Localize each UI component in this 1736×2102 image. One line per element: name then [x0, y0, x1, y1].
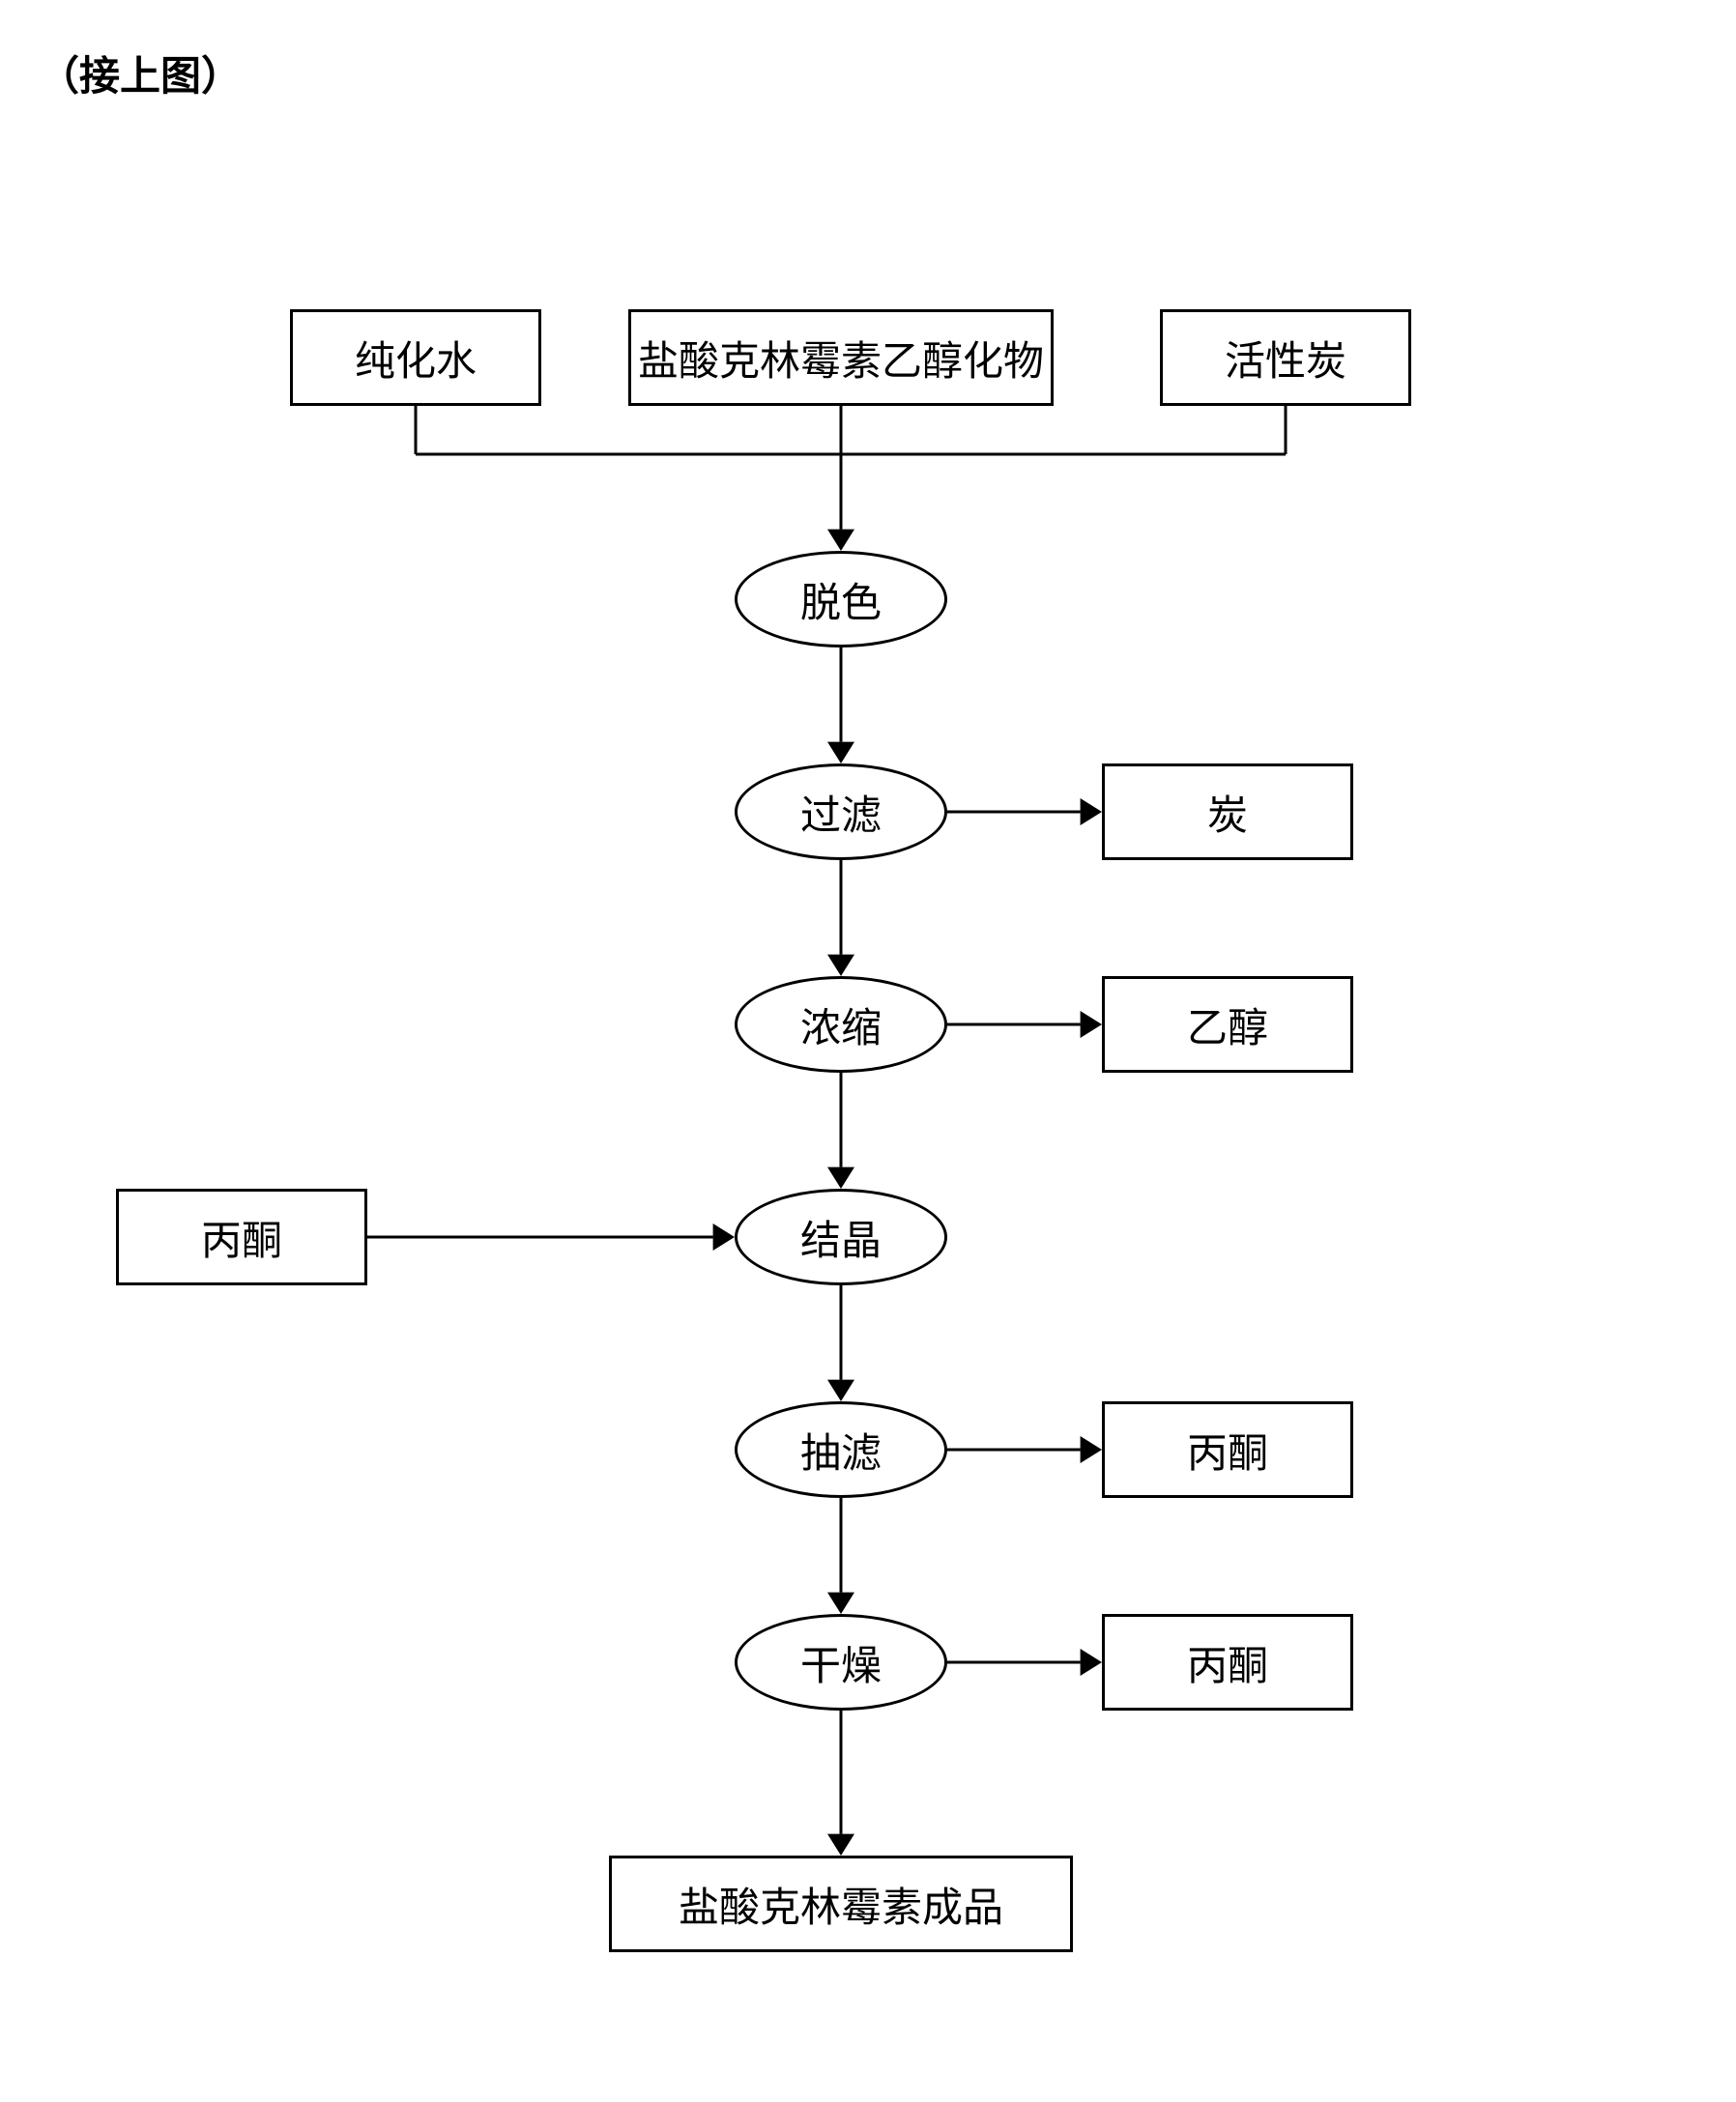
step-suction: 抽滤 [735, 1401, 947, 1498]
step-crystallize: 结晶 [735, 1189, 947, 1285]
input-acetone: 丙酮 [116, 1189, 367, 1285]
output-carbon: 炭 [1102, 763, 1353, 860]
continuation-header: （接上图） [39, 43, 242, 102]
input-ethanolate: 盐酸克林霉素乙醇化物 [628, 309, 1054, 406]
output-acetone1: 丙酮 [1102, 1401, 1353, 1498]
output-product: 盐酸克林霉素成品 [609, 1856, 1073, 1952]
flowchart-container: （接上图） 纯化水 盐酸克林霉素乙醇化物 活性炭 脱色 过滤 浓缩 结晶 抽滤 … [0, 0, 1736, 2102]
output-acetone2: 丙酮 [1102, 1614, 1353, 1711]
step-filter: 过滤 [735, 763, 947, 860]
step-dry: 干燥 [735, 1614, 947, 1711]
step-concentrate: 浓缩 [735, 976, 947, 1073]
input-carbon: 活性炭 [1160, 309, 1411, 406]
step-decolor: 脱色 [735, 551, 947, 648]
input-water: 纯化水 [290, 309, 541, 406]
output-ethanol: 乙醇 [1102, 976, 1353, 1073]
